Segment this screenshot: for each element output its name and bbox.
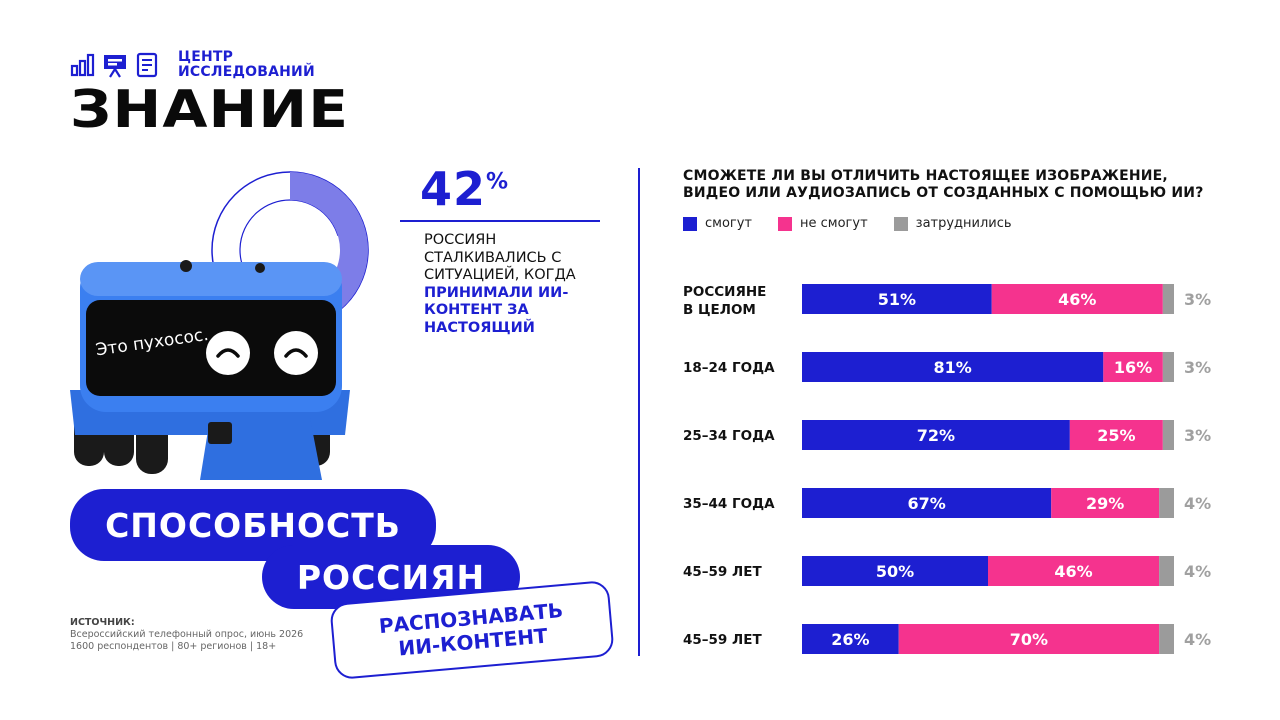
- bar-segment-cannot: [988, 556, 1160, 586]
- stat-percent: 42%: [420, 162, 509, 216]
- bar-segment-can: [802, 624, 899, 654]
- bar-value-label: 4%: [1184, 562, 1211, 581]
- category-label: В ЦЕЛОМ: [683, 302, 756, 318]
- bar-value-label: 4%: [1184, 630, 1211, 649]
- legend-swatch: [893, 216, 908, 231]
- category-label: 25–34 ГОДА: [683, 428, 775, 444]
- robot-illustration: Это пухосос.: [70, 260, 350, 480]
- headline-line1: СПОСОБНОСТЬ: [105, 505, 401, 545]
- stat-text-highlight: ПРИНИМАЛИ ИИ-КОНТЕНТ ЗА НАСТОЯЩИЙ: [424, 284, 569, 336]
- logo-icons: [70, 50, 160, 80]
- category-label: 18–24 ГОДА: [683, 360, 775, 376]
- bar-segment-cannot: [1051, 488, 1160, 518]
- bar-value-label: 3%: [1184, 290, 1211, 309]
- chart-legend: смогут не смогут затруднились: [683, 216, 1012, 231]
- bar-segment-cannot: [991, 284, 1163, 314]
- bar-value-label: 25%: [1097, 426, 1135, 445]
- legend-label: смогут: [705, 216, 753, 231]
- bar-segment-undecided: [1162, 420, 1174, 450]
- robot-top: [80, 262, 342, 296]
- bar-segment-cannot: [898, 624, 1160, 654]
- stat-text-plain: РОССИЯН СТАЛКИВАЛИСЬ С СИТУАЦИЕЙ, КОГДА: [424, 232, 576, 283]
- bar-chart-icon: [70, 53, 95, 77]
- vertical-divider: [638, 168, 640, 656]
- robot-eye-right: [274, 331, 318, 375]
- legend-item: смогут: [683, 216, 752, 231]
- bar-segment-can: [802, 352, 1104, 382]
- source-label: ИСТОЧНИК:: [70, 617, 135, 628]
- stacked-bar-chart: РОССИЯНЕ В ЦЕЛОМ 51% 46% 3% 18–24 ГОДА 81% 16% 3…: [683, 284, 1211, 654]
- logo-line1: ЦЕНТР: [178, 49, 234, 65]
- robot-port: [208, 422, 232, 444]
- bar-value-label: 26%: [831, 630, 869, 649]
- robot-sensor: [255, 263, 265, 273]
- chart-title: СМОЖЕТЕ ЛИ ВЫ ОТЛИЧИТЬ НАСТОЯЩЕЕ ИЗОБРАЖ…: [683, 168, 1204, 201]
- bar-segment-can: [802, 420, 1070, 450]
- logo-line2: ИССЛЕДОВАНИЙ: [178, 64, 315, 80]
- legend-label: затруднились: [915, 216, 1012, 231]
- robot-eye-smile: [216, 348, 240, 358]
- bar-segment-cannot: [1069, 420, 1163, 450]
- bar-segment-can: [802, 284, 992, 314]
- headline-line2: РОССИЯН: [296, 557, 486, 597]
- robot-sensor: [180, 260, 192, 272]
- bar-value-label: 51%: [878, 290, 916, 309]
- bar-value-label: 16%: [1114, 358, 1152, 377]
- document-icon: [136, 52, 158, 78]
- bar-segment-undecided: [1159, 488, 1174, 518]
- legend-item: затруднились: [893, 216, 1012, 231]
- logo-subtitle: ЦЕНТР ИССЛЕДОВАНИЙ: [178, 50, 315, 80]
- bar-value-label: 4%: [1184, 494, 1211, 513]
- logo-name: ЗНАНИЕ: [70, 80, 350, 140]
- category-label: 45–59 ЛЕТ: [683, 632, 762, 648]
- ring-arc: [290, 172, 368, 319]
- category-label: РОССИЯНЕ: [683, 284, 766, 300]
- logo: ЦЕНТР ИССЛЕДОВАНИЙ ЗНАНИЕ: [70, 50, 348, 150]
- stat-divider: [400, 220, 600, 222]
- category-label: 45–59 ЛЕТ: [683, 564, 762, 580]
- bar-value-label: 46%: [1058, 290, 1096, 309]
- bar-value-label: 50%: [876, 562, 914, 581]
- presentation-icon: [104, 55, 126, 78]
- bar-segment-undecided: [1159, 624, 1174, 654]
- stat-percent-value: 42: [420, 162, 487, 216]
- bar-value-label: 70%: [1010, 630, 1048, 649]
- bar-value-label: 46%: [1054, 562, 1092, 581]
- robot-eye-smile: [284, 348, 308, 358]
- bar-value-label: 72%: [917, 426, 955, 445]
- bar-segment-undecided: [1162, 284, 1174, 314]
- bar-value-label: 67%: [907, 494, 945, 513]
- stat-percent-sign: %: [486, 169, 510, 195]
- legend-label: не смогут: [800, 216, 868, 231]
- bar-segment-undecided: [1159, 556, 1174, 586]
- robot-eye-left: [206, 331, 250, 375]
- legend-swatch: [778, 216, 793, 231]
- stat-description: РОССИЯН СТАЛКИВАЛИСЬ С СИТУАЦИЕЙ, КОГДА …: [424, 232, 604, 337]
- source-line1: Всероссийский телефонный опрос, июнь 202…: [70, 629, 304, 640]
- bar-value-label: 81%: [934, 358, 972, 377]
- source-note: ИСТОЧНИК: Всероссийский телефонный опрос…: [70, 617, 303, 653]
- legend-item: не смогут: [778, 216, 868, 231]
- bar-segment-cannot: [1103, 352, 1163, 382]
- bar-value-label: 29%: [1086, 494, 1124, 513]
- bar-value-label: 3%: [1184, 426, 1211, 445]
- source-line2: 1600 респондентов | 80+ регионов | 18+: [70, 641, 277, 652]
- bar-segment-can: [802, 488, 1052, 518]
- bar-value-label: 3%: [1184, 358, 1211, 377]
- category-label: 35–44 ГОДА: [683, 496, 775, 512]
- legend-swatch: [683, 216, 697, 231]
- bar-segment-undecided: [1162, 352, 1174, 382]
- bar-segment-can: [802, 556, 988, 586]
